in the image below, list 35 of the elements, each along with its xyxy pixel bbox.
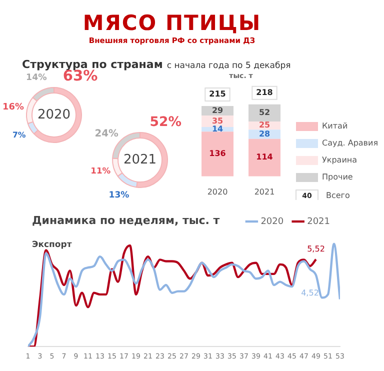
legend-label: Украина	[322, 156, 358, 165]
data-label: 29	[212, 106, 224, 115]
chart-subtitle: Экспорт	[32, 240, 72, 250]
data-label: 24%	[94, 128, 119, 140]
total-label: 218	[256, 88, 274, 97]
text: МЯСО ПТИЦЫ	[82, 10, 262, 36]
data-label: 25	[258, 120, 270, 130]
text: 2020	[37, 107, 71, 122]
text: 2021	[123, 152, 157, 168]
data-label: 52	[258, 108, 270, 117]
data-label: 14	[212, 124, 224, 134]
text: Всего	[326, 191, 350, 200]
data-label: 35	[212, 116, 224, 126]
chart-title: Динамика по неделям, тыс. т	[32, 214, 220, 227]
bar	[248, 104, 280, 122]
text: с начала года по 5 декабря	[166, 61, 291, 71]
legend-label: 2020	[260, 216, 284, 227]
legend-label: Сауд. Аравия	[322, 138, 378, 148]
bar	[202, 132, 234, 176]
text: Структура по странам	[22, 58, 163, 71]
data-label: 16%	[2, 102, 24, 113]
data-label: 5,52	[307, 244, 325, 254]
legend-label: Прочие	[322, 172, 353, 182]
data-label: 11%	[90, 166, 112, 176]
legend-label: 2021	[307, 216, 330, 227]
data-label: 114	[256, 152, 274, 162]
data-label: 52%	[150, 114, 182, 130]
data-label: 13%	[108, 190, 130, 201]
legend-label: Китай	[322, 122, 348, 131]
data-label: 136	[209, 149, 226, 158]
data-label: 14%	[26, 72, 48, 83]
data-label: 28	[258, 129, 270, 138]
data-label: 4,52	[301, 288, 319, 298]
total-label: 215	[209, 90, 226, 99]
bar	[248, 138, 280, 176]
